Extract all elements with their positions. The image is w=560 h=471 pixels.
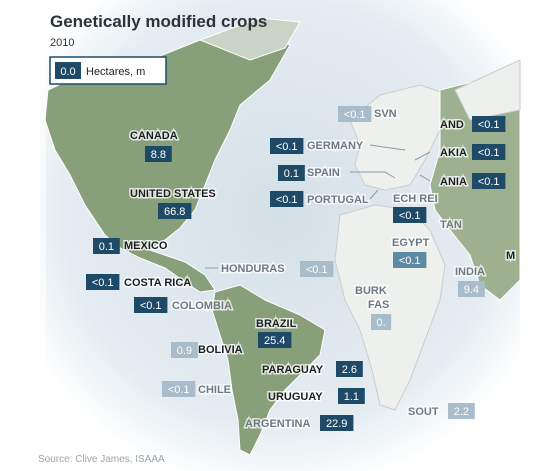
value-box <box>472 116 506 132</box>
value-label: <0.1 <box>399 255 421 267</box>
value-box <box>336 361 363 377</box>
country-name: SVN <box>374 108 397 120</box>
value-box <box>338 388 365 404</box>
value-box <box>258 332 292 348</box>
country-name: M <box>506 250 515 262</box>
value-label: 8.8 <box>151 149 166 161</box>
legend-swatch <box>55 62 81 79</box>
country-name: COSTA RICA <box>124 277 191 289</box>
value-label: 22.9 <box>326 418 347 430</box>
value-label: <0.1 <box>399 210 421 222</box>
value-box <box>448 403 475 419</box>
value-box <box>270 191 304 207</box>
country-name: BRAZIL <box>256 318 297 330</box>
country-name: AKIA <box>440 147 467 159</box>
value-label: <0.1 <box>478 176 500 188</box>
value-box <box>278 165 305 181</box>
greenland <box>198 17 301 61</box>
value-label: 0. <box>377 317 386 329</box>
country-name: URUGUAY <box>268 391 323 403</box>
country-name: SPAIN <box>307 167 340 179</box>
value-box <box>134 297 168 313</box>
value-label: 66.8 <box>164 206 185 218</box>
value-label: <0.1 <box>276 194 298 206</box>
value-label: 1.1 <box>344 391 359 403</box>
country-name: BOLIVIA <box>198 344 243 356</box>
country-name: PORTUGAL <box>307 194 369 206</box>
value-box <box>158 203 192 219</box>
country-name: GERMANY <box>307 140 364 152</box>
value-box <box>270 138 304 154</box>
value-label: 0.1 <box>284 168 299 180</box>
value-box <box>458 281 485 297</box>
value-label: 2.6 <box>342 364 357 376</box>
value-label: 25.4 <box>264 335 285 347</box>
country-name: MEXICO <box>124 240 168 252</box>
value-box <box>162 381 196 397</box>
country-name: INDIA <box>455 266 485 278</box>
value-box <box>320 415 354 431</box>
value-label: <0.1 <box>306 264 328 276</box>
south-america <box>211 284 326 456</box>
country-name: AND <box>440 119 464 131</box>
value-label: 0.1 <box>99 241 114 253</box>
country-name: EGYPT <box>392 237 430 249</box>
leader-lines <box>171 144 431 286</box>
country-name: FAS <box>368 299 389 311</box>
value-box <box>472 144 506 160</box>
europe <box>349 84 451 191</box>
value-label: <0.1 <box>92 277 114 289</box>
country-name: ECH REI <box>393 193 438 205</box>
value-box <box>145 146 172 162</box>
value-label: 2.2 <box>454 406 469 418</box>
value-box <box>371 314 392 330</box>
country-name: CANADA <box>130 130 178 142</box>
value-box <box>93 238 120 254</box>
country-name: HONDURAS <box>221 263 285 275</box>
country-name: BURK <box>355 285 387 297</box>
value-box <box>393 207 427 223</box>
value-label: <0.1 <box>168 384 190 396</box>
value-box <box>472 173 506 189</box>
value-box <box>393 252 427 268</box>
value-label: <0.1 <box>276 141 298 153</box>
country-name: SOUT <box>408 406 439 418</box>
legend-label: Hectares, m <box>86 66 145 78</box>
country-name: ANIA <box>440 176 467 188</box>
value-label: <0.1 <box>344 109 366 121</box>
value-box <box>86 274 120 290</box>
value-label: <0.1 <box>140 300 162 312</box>
country-name: TAN <box>440 219 462 231</box>
legend-value: 0.0 <box>60 66 75 78</box>
country-name: PARAGUAY <box>262 364 324 376</box>
value-label: <0.1 <box>478 119 500 131</box>
russia <box>454 59 521 121</box>
source: Source: Clive James, ISAAA <box>38 454 165 465</box>
value-label: 0.9 <box>177 345 192 357</box>
value-label: <0.1 <box>478 147 500 159</box>
subtitle: 2010 <box>50 37 74 49</box>
country-name: UNITED STATES <box>130 188 216 200</box>
country-name: CHILE <box>198 384 231 396</box>
edge-fade <box>40 0 46 471</box>
country-name: ARGENTINA <box>245 418 310 430</box>
title: Genetically modified crops <box>50 12 267 31</box>
value-box <box>300 261 334 277</box>
value-label: 9.4 <box>464 284 479 296</box>
country-name: COLOMBIA <box>172 300 232 312</box>
value-box <box>171 342 198 358</box>
value-box <box>338 106 372 122</box>
